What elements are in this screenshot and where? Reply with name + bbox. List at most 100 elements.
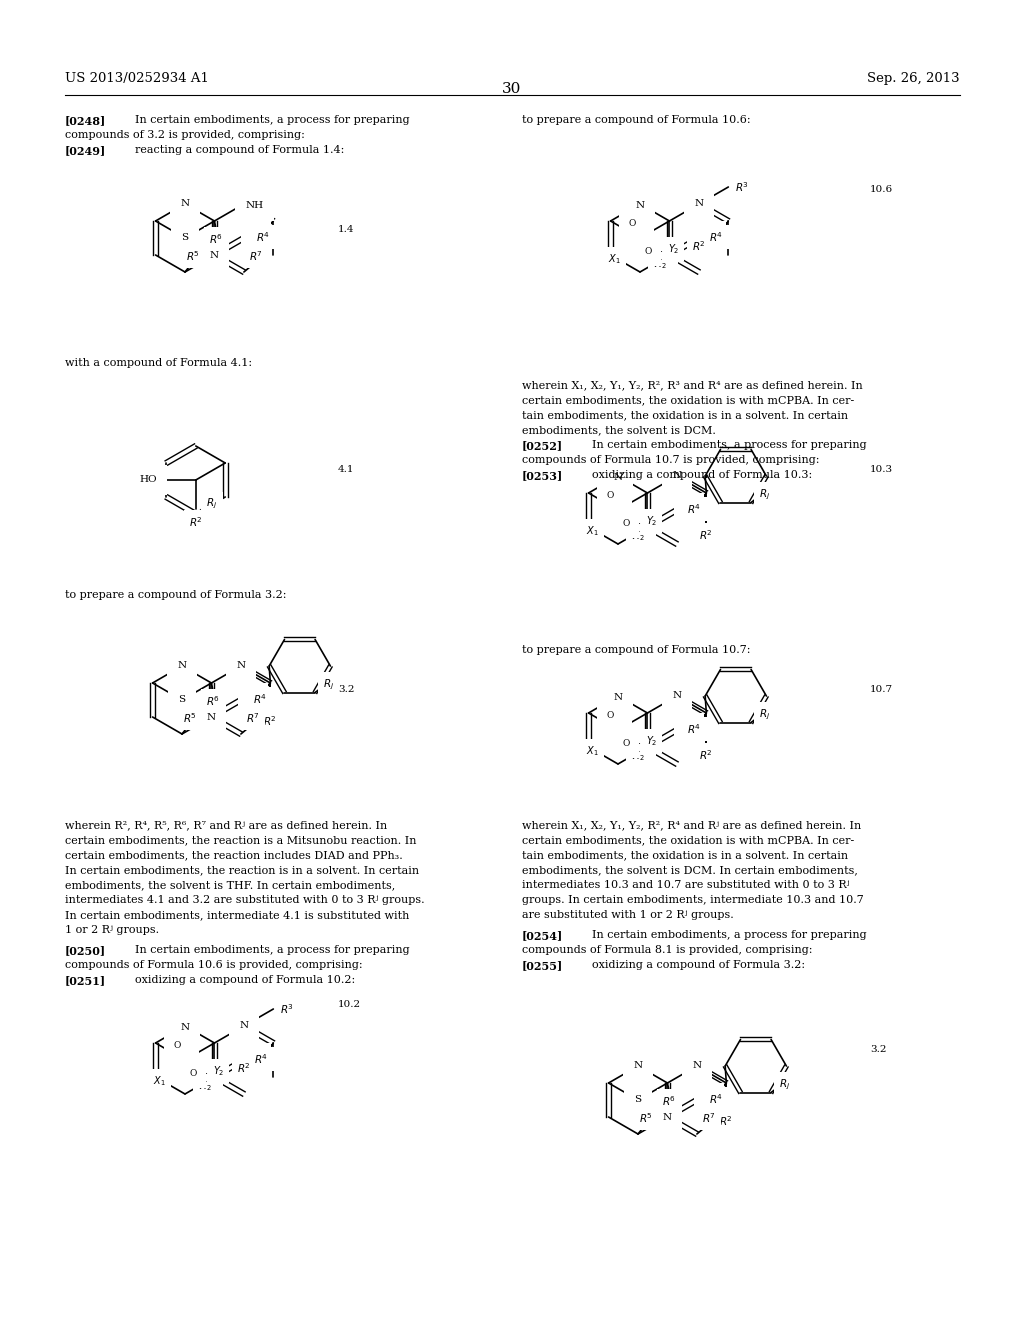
Text: N: N bbox=[692, 1061, 701, 1071]
Text: wherein X₁, X₂, Y₁, Y₂, R², R⁴ and Rʲ are as defined herein. In: wherein X₁, X₂, Y₁, Y₂, R², R⁴ and Rʲ ar… bbox=[522, 820, 861, 830]
Text: N: N bbox=[634, 1061, 643, 1071]
Text: S: S bbox=[637, 234, 643, 243]
Text: In certain embodiments, a process for preparing: In certain embodiments, a process for pr… bbox=[592, 931, 866, 940]
Text: N: N bbox=[694, 199, 703, 209]
Text: 30: 30 bbox=[503, 82, 521, 96]
Text: $R^4$: $R^4$ bbox=[256, 230, 270, 244]
Text: N: N bbox=[658, 251, 668, 260]
Text: to prepare a compound of Formula 3.2:: to prepare a compound of Formula 3.2: bbox=[65, 590, 287, 601]
Text: N: N bbox=[180, 1023, 189, 1032]
Text: In certain embodiments, a process for preparing: In certain embodiments, a process for pr… bbox=[135, 115, 410, 125]
Text: $X_2$: $X_2$ bbox=[632, 529, 644, 543]
Text: $Y_1$: $Y_1$ bbox=[697, 203, 709, 216]
Text: In certain embodiments, the reaction is in a solvent. In certain: In certain embodiments, the reaction is … bbox=[65, 865, 419, 875]
Text: N: N bbox=[240, 1022, 249, 1031]
Text: O: O bbox=[252, 1053, 260, 1063]
Text: $R^3$: $R^3$ bbox=[735, 180, 750, 194]
Text: $Y_1$: $Y_1$ bbox=[242, 1026, 254, 1039]
Text: $R^5$: $R^5$ bbox=[183, 711, 197, 725]
Text: $X_2$: $X_2$ bbox=[632, 750, 644, 763]
Text: O: O bbox=[189, 1069, 197, 1078]
Text: In certain embodiments, a process for preparing: In certain embodiments, a process for pr… bbox=[135, 945, 410, 954]
Text: compounds of Formula 10.6 is provided, comprising:: compounds of Formula 10.6 is provided, c… bbox=[65, 960, 362, 970]
Text: S: S bbox=[635, 1096, 642, 1105]
Text: $Y_2$: $Y_2$ bbox=[646, 734, 657, 748]
Text: $R^4$: $R^4$ bbox=[710, 1092, 723, 1106]
Text: O: O bbox=[173, 1041, 180, 1051]
Text: $R^5$: $R^5$ bbox=[186, 249, 200, 263]
Text: [0255]: [0255] bbox=[522, 960, 563, 972]
Text: 1.4: 1.4 bbox=[338, 224, 354, 234]
Text: 10.2: 10.2 bbox=[338, 1001, 361, 1008]
Text: embodiments, the solvent is THF. In certain embodiments,: embodiments, the solvent is THF. In cert… bbox=[65, 880, 395, 890]
Text: with a compound of Formula 4.1:: with a compound of Formula 4.1: bbox=[65, 358, 252, 368]
Text: groups. In certain embodiments, intermediate 10.3 and 10.7: groups. In certain embodiments, intermed… bbox=[522, 895, 864, 906]
Text: [0254]: [0254] bbox=[522, 931, 563, 941]
Text: $R^2$: $R^2$ bbox=[237, 1061, 251, 1074]
Text: reacting a compound of Formula 1.4:: reacting a compound of Formula 1.4: bbox=[135, 145, 344, 154]
Text: $R^6$: $R^6$ bbox=[207, 694, 220, 708]
Text: tain embodiments, the oxidation is in a solvent. In certain: tain embodiments, the oxidation is in a … bbox=[522, 850, 848, 861]
Text: $R_j$: $R_j$ bbox=[206, 496, 217, 511]
Text: 1 or 2 Rʲ groups.: 1 or 2 Rʲ groups. bbox=[65, 925, 159, 935]
Text: O: O bbox=[707, 231, 716, 240]
Text: 10.6: 10.6 bbox=[870, 185, 893, 194]
Text: certain embodiments, the reaction includes DIAD and PPh₃.: certain embodiments, the reaction includ… bbox=[65, 850, 402, 861]
Text: N: N bbox=[636, 523, 645, 532]
Text: N: N bbox=[636, 742, 645, 751]
Text: 10.3: 10.3 bbox=[870, 465, 893, 474]
Text: $R^4$: $R^4$ bbox=[687, 722, 701, 737]
Text: O: O bbox=[644, 248, 651, 256]
Text: wherein R², R⁴, R⁵, R⁶, R⁷ and Rʲ are as defined herein. In: wherein R², R⁴, R⁵, R⁶, R⁷ and Rʲ are as… bbox=[65, 820, 387, 830]
Text: to prepare a compound of Formula 10.6:: to prepare a compound of Formula 10.6: bbox=[522, 115, 751, 125]
Text: O: O bbox=[623, 739, 630, 748]
Text: 3.2: 3.2 bbox=[870, 1045, 887, 1053]
Text: $Y_2$: $Y_2$ bbox=[668, 242, 679, 256]
Text: N: N bbox=[210, 251, 219, 260]
Text: N: N bbox=[237, 661, 246, 671]
Text: $R^7$: $R^7$ bbox=[246, 711, 260, 725]
Text: [0253]: [0253] bbox=[522, 470, 563, 480]
Text: S: S bbox=[614, 726, 622, 734]
Text: embodiments, the solvent is DCM.: embodiments, the solvent is DCM. bbox=[522, 425, 716, 436]
Text: $R^5$: $R^5$ bbox=[639, 1111, 653, 1125]
Text: S: S bbox=[178, 696, 185, 705]
Text: compounds of 3.2 is provided, comprising:: compounds of 3.2 is provided, comprising… bbox=[65, 129, 305, 140]
Text: $R_j$: $R_j$ bbox=[760, 487, 771, 502]
Text: tain embodiments, the oxidation is in a solvent. In certain: tain embodiments, the oxidation is in a … bbox=[522, 411, 848, 420]
Text: $R^2$: $R^2$ bbox=[263, 714, 278, 729]
Text: $R^2$: $R^2$ bbox=[699, 748, 714, 762]
Text: N: N bbox=[673, 692, 681, 701]
Text: $R^4$: $R^4$ bbox=[687, 502, 701, 516]
Text: [0250]: [0250] bbox=[65, 945, 106, 956]
Text: NH: NH bbox=[246, 202, 264, 210]
Text: O: O bbox=[629, 219, 636, 228]
Text: $R_j$: $R_j$ bbox=[760, 708, 771, 722]
Text: 3.2: 3.2 bbox=[338, 685, 354, 694]
Text: compounds of Formula 8.1 is provided, comprising:: compounds of Formula 8.1 is provided, co… bbox=[522, 945, 812, 954]
Text: [0252]: [0252] bbox=[522, 440, 563, 451]
Text: O: O bbox=[606, 711, 613, 721]
Text: $X_1$: $X_1$ bbox=[586, 524, 599, 539]
Text: US 2013/0252934 A1: US 2013/0252934 A1 bbox=[65, 73, 209, 84]
Text: N: N bbox=[613, 474, 623, 483]
Text: N: N bbox=[177, 661, 186, 671]
Text: intermediates 4.1 and 3.2 are substituted with 0 to 3 Rʲ groups.: intermediates 4.1 and 3.2 are substitute… bbox=[65, 895, 425, 906]
Text: N: N bbox=[180, 199, 189, 209]
Text: $R^4$: $R^4$ bbox=[253, 692, 267, 706]
Text: O: O bbox=[685, 723, 693, 733]
Text: $Y_2$: $Y_2$ bbox=[646, 513, 657, 528]
Text: $X_2$: $X_2$ bbox=[653, 257, 667, 271]
Text: $R^2$: $R^2$ bbox=[692, 239, 706, 253]
Text: N: N bbox=[673, 471, 681, 480]
Text: [0249]: [0249] bbox=[65, 145, 106, 156]
Text: are substituted with 1 or 2 Rʲ groups.: are substituted with 1 or 2 Rʲ groups. bbox=[522, 909, 734, 920]
Text: 10.7: 10.7 bbox=[870, 685, 893, 694]
Text: $X_2$: $X_2$ bbox=[199, 1080, 211, 1093]
Text: $R^7$: $R^7$ bbox=[249, 249, 263, 263]
Text: $R^2$: $R^2$ bbox=[188, 515, 203, 529]
Text: [0251]: [0251] bbox=[65, 975, 106, 986]
Text: wherein X₁, X₂, Y₁, Y₂, R², R³ and R⁴ are as defined herein. In: wherein X₁, X₂, Y₁, Y₂, R², R³ and R⁴ ar… bbox=[522, 380, 863, 389]
Text: S: S bbox=[181, 234, 188, 243]
Text: oxidizing a compound of Formula 10.2:: oxidizing a compound of Formula 10.2: bbox=[135, 975, 355, 985]
